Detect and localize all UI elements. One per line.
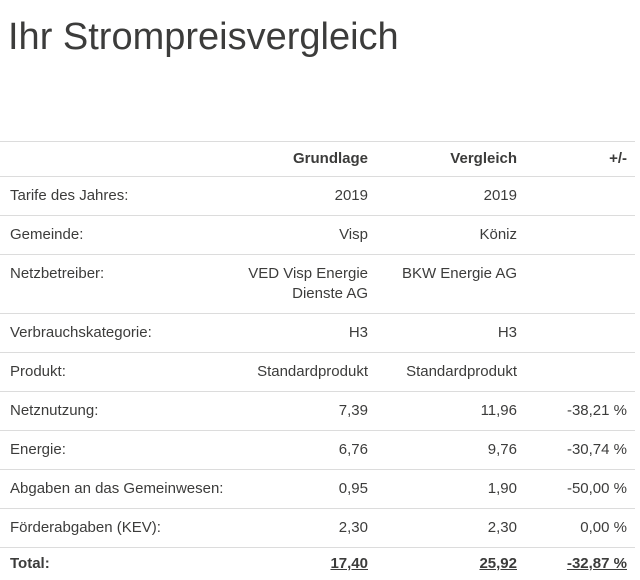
compare-value: H3: [497, 324, 517, 341]
row-label: Gemeinde:: [10, 226, 84, 243]
base-value: VED Visp Energie Dienste AG: [248, 265, 368, 302]
base-value: Visp: [339, 226, 368, 243]
table-row-foerderabgaben: Förderabgaben (KEV): 2,30 2,30 0,00 %: [0, 509, 635, 548]
diff-value: 0,00 %: [580, 519, 627, 536]
table-row-abgaben: Abgaben an das Gemeinwesen: 0,95 1,90 -5…: [0, 470, 635, 509]
table-row-produkt: Produkt: Standardprodukt Standardprodukt: [0, 353, 635, 392]
diff-value: -38,21 %: [566, 402, 627, 419]
diff-value: [525, 216, 635, 255]
row-label: Energie:: [10, 441, 66, 458]
diff-value: [525, 314, 635, 353]
row-label: Produkt:: [10, 363, 66, 380]
compare-value: 1,90: [487, 480, 517, 497]
strompreisvergleich-page: Ihr Strompreisvergleich Grundlage Vergle…: [0, 14, 640, 580]
compare-value: Standardprodukt: [406, 363, 517, 380]
total-base-underline: 17,40: [330, 555, 368, 572]
row-label: Netzbetreiber:: [10, 265, 105, 282]
row-label: Abgaben an das Gemeinwesen:: [10, 480, 224, 497]
header-vergleich: Vergleich: [450, 150, 517, 167]
compare-value: 9,76: [487, 441, 517, 458]
table-row-energie: Energie: 6,76 9,76 -30,74 %: [0, 431, 635, 470]
diff-value: [525, 255, 635, 314]
header-diff: +/-: [609, 150, 627, 167]
base-value: 2,30: [338, 519, 368, 536]
base-value: 2019: [334, 187, 368, 204]
base-value: Standardprodukt: [257, 363, 368, 380]
diff-value: [525, 353, 635, 392]
table-row-netznutzung: Netznutzung: 7,39 11,96 -38,21 %: [0, 392, 635, 431]
base-value: 0,95: [338, 480, 368, 497]
row-label: Verbrauchskategorie:: [10, 324, 152, 341]
total-compare-underline: 25,92: [479, 555, 517, 572]
diff-value: -30,74 %: [566, 441, 627, 458]
base-value: 7,39: [338, 402, 368, 419]
table-row-tarifjahr: Tarife des Jahres: 2019 2019: [0, 177, 635, 216]
header-empty: [0, 142, 240, 177]
base-value: 6,76: [338, 441, 368, 458]
price-comparison-table: Grundlage Vergleich +/- Tarife des Jahre…: [0, 141, 635, 580]
total-base-value: 17,40: [240, 548, 376, 580]
row-label: Förderabgaben (KEV):: [10, 519, 161, 536]
compare-value: Köniz: [479, 226, 517, 243]
header-row: Grundlage Vergleich +/-: [0, 141, 635, 177]
page-title: Ihr Strompreisvergleich: [8, 16, 399, 58]
total-label: Total:: [10, 555, 50, 572]
header-grundlage: Grundlage: [292, 150, 368, 167]
table-row-total: Total: 17,40 25,92 -32,87 %: [0, 548, 635, 580]
compare-value: 11,96: [480, 402, 517, 419]
row-label: Netznutzung:: [10, 402, 99, 419]
diff-value: -50,00 %: [566, 480, 627, 497]
total-compare-value: 25,92: [376, 548, 525, 580]
table-row-gemeinde: Gemeinde: Visp Köniz: [0, 216, 635, 255]
base-value: H3: [348, 324, 368, 341]
table-header: Grundlage Vergleich +/-: [0, 141, 635, 177]
diff-value: [525, 177, 635, 216]
compare-value: 2,30: [487, 519, 517, 536]
compare-value: BKW Energie AG: [401, 265, 517, 282]
compare-value: 2019: [483, 187, 517, 204]
table-row-netzbetreiber: Netzbetreiber: VED Visp Energie Dienste …: [0, 255, 635, 314]
total-diff-value: -32,87 %: [525, 548, 635, 580]
total-diff-underline: -32,87 %: [566, 555, 627, 572]
row-label: Tarife des Jahres:: [10, 187, 129, 204]
table-row-verbrauchskategorie: Verbrauchskategorie: H3 H3: [0, 314, 635, 353]
